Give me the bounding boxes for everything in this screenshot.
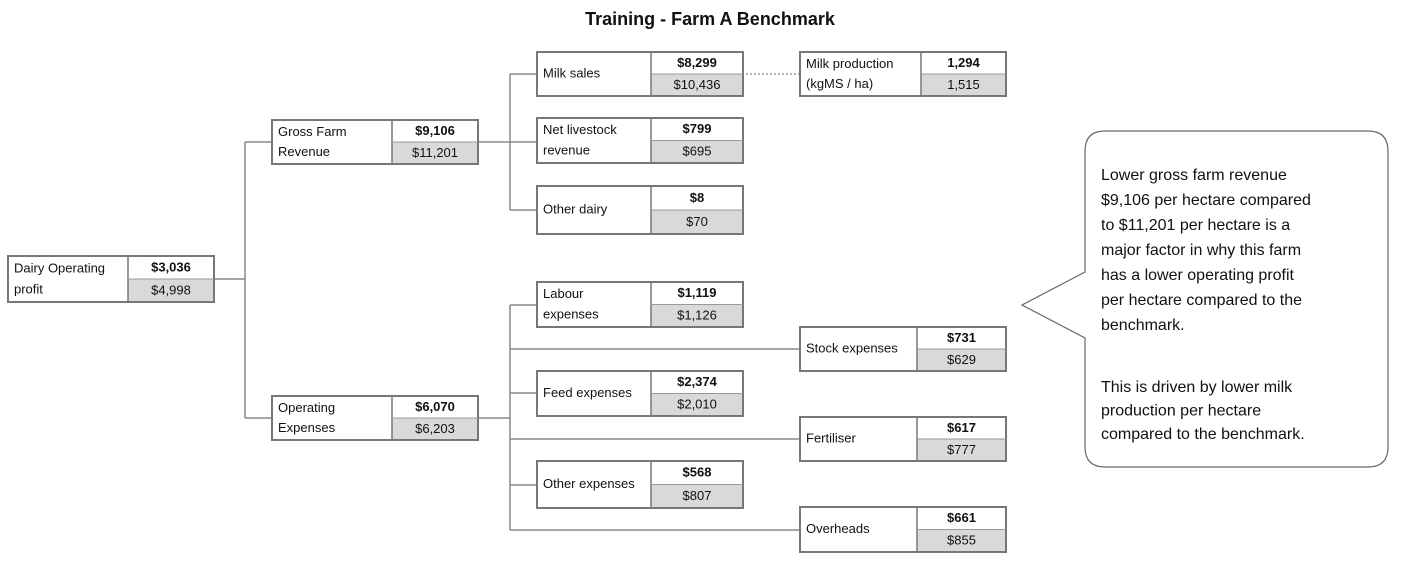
node-value: $8 xyxy=(690,190,704,205)
node-value: $799 xyxy=(683,121,712,136)
benchmark-cell xyxy=(917,529,1006,552)
node-label: Feed expenses xyxy=(543,385,632,400)
node-value: $731 xyxy=(947,330,976,345)
node-label: Other dairy xyxy=(543,201,608,216)
node-label: Stock expenses xyxy=(806,340,898,355)
node: Fertiliser $617 $777 xyxy=(799,416,1007,462)
node-benchmark: $6,203 xyxy=(415,421,455,436)
benchmark-cell xyxy=(651,484,743,508)
node: Stock expenses $731 $629 xyxy=(799,326,1007,372)
connector xyxy=(215,141,272,419)
node-benchmark: $807 xyxy=(683,488,712,503)
node-label: Dairy Operating xyxy=(14,260,105,275)
node: Labour expenses $1,119 $1,126 xyxy=(536,281,744,328)
node-label: revenue xyxy=(543,143,590,158)
node-value: $617 xyxy=(947,420,976,435)
connectors xyxy=(215,73,800,531)
node-value: $8,299 xyxy=(677,55,717,70)
node: Dairy Operating profit $3,036 $4,998 xyxy=(7,255,215,303)
node: Milk sales $8,299 $10,436 xyxy=(536,51,744,97)
node-label: Net livestock xyxy=(543,122,617,137)
node-label: profit xyxy=(14,281,43,296)
node-benchmark: $855 xyxy=(947,533,976,548)
benchmark-cell xyxy=(651,393,743,416)
node-label: Overheads xyxy=(806,521,870,536)
node: Milk production (kgMS / ha) 1,294 1,515 xyxy=(799,51,1007,97)
node: Other dairy $8 $70 xyxy=(536,185,744,235)
benchmark-cell xyxy=(128,279,214,302)
node: Net livestock revenue $799 $695 xyxy=(536,117,744,164)
callout-text: production per hectare xyxy=(1101,403,1261,420)
callout-text: major factor in why this farm xyxy=(1101,242,1301,259)
node-value: $2,374 xyxy=(677,374,718,389)
node-label: (kgMS / ha) xyxy=(806,76,873,91)
callout-text: compared to the benchmark. xyxy=(1101,426,1305,443)
node-value: $661 xyxy=(947,510,976,525)
node: Operating Expenses $6,070 $6,203 xyxy=(271,395,479,441)
node-benchmark: $629 xyxy=(947,352,976,367)
connector xyxy=(478,304,800,531)
node-value: $568 xyxy=(683,465,712,480)
node-benchmark: $777 xyxy=(947,442,976,457)
callout-text: has a lower operating profit xyxy=(1101,267,1295,284)
callout-text: $9,106 per hectare compared xyxy=(1101,192,1311,209)
benchmark-cell xyxy=(651,74,743,96)
callout-text: per hectare compared to the xyxy=(1101,292,1302,309)
title: Training - Farm A Benchmark xyxy=(585,9,836,29)
node-benchmark: $10,436 xyxy=(674,77,721,92)
node: Other expenses $568 $807 xyxy=(536,460,744,509)
node-benchmark: 1,515 xyxy=(947,77,980,92)
node-label: Operating xyxy=(278,400,335,415)
benchmark-cell xyxy=(392,418,478,440)
benchmark-cell xyxy=(917,439,1006,461)
node-benchmark: $1,126 xyxy=(677,308,717,323)
benchmark-cell xyxy=(921,74,1006,96)
node-benchmark: $4,998 xyxy=(151,282,191,297)
callout-bubble xyxy=(1020,130,1389,468)
node-value: 1,294 xyxy=(947,55,980,70)
benchmark-cell xyxy=(917,349,1006,371)
node: Feed expenses $2,374 $2,010 xyxy=(536,370,744,417)
node-benchmark: $11,201 xyxy=(412,145,458,160)
node-value: $9,106 xyxy=(415,123,455,138)
callout-text: This is driven by lower milk xyxy=(1101,379,1293,396)
callout-text: benchmark. xyxy=(1101,317,1185,334)
node-label: Milk sales xyxy=(543,65,601,80)
benchmark-cell xyxy=(651,210,743,234)
connector xyxy=(478,73,537,211)
node-value: $6,070 xyxy=(415,399,455,414)
node-label: Labour xyxy=(543,286,584,301)
node-label: expenses xyxy=(543,307,599,322)
node-benchmark: $2,010 xyxy=(677,397,717,412)
node: Gross Farm Revenue $9,106 $11,201 xyxy=(271,119,479,165)
node-label: Gross Farm xyxy=(278,124,347,139)
benchmark-cell xyxy=(651,304,743,327)
node-value: $1,119 xyxy=(677,285,716,300)
node: Overheads $661 $855 xyxy=(799,506,1007,553)
benchmark-cell xyxy=(392,142,478,164)
node-benchmark: $70 xyxy=(686,214,708,229)
node-label: Revenue xyxy=(278,144,330,159)
benchmark-cell xyxy=(651,140,743,163)
node-label: Milk production xyxy=(806,56,893,71)
callout-text: to $11,201 per hectare is a xyxy=(1101,217,1290,234)
callout-text: Lower gross farm revenue xyxy=(1101,167,1287,184)
node-benchmark: $695 xyxy=(683,144,712,159)
node-label: Expenses xyxy=(278,420,336,435)
node-label: Other expenses xyxy=(543,476,635,491)
node-value: $3,036 xyxy=(151,259,191,274)
node-label: Fertiliser xyxy=(806,430,857,445)
